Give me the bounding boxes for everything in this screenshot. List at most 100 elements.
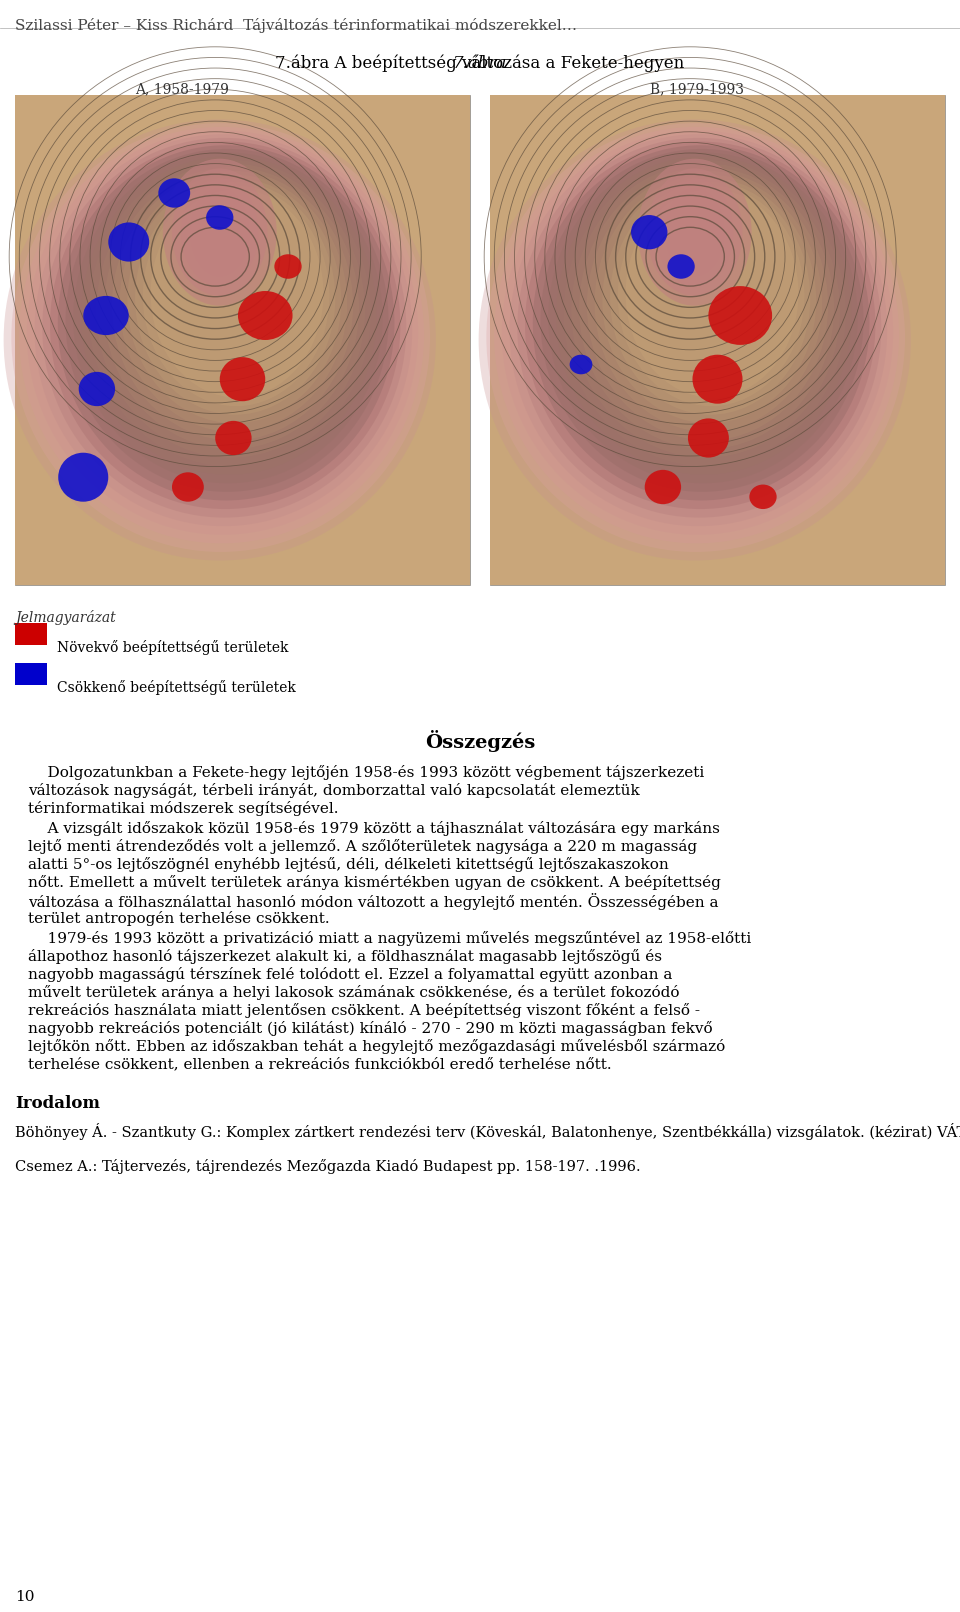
Ellipse shape <box>564 160 846 466</box>
Ellipse shape <box>172 169 268 297</box>
Ellipse shape <box>35 134 412 526</box>
Ellipse shape <box>517 139 881 517</box>
Text: állapothoz hasonló tájszerkezet alakult ki, a földhasználat magasabb lejtőszögű : állapothoz hasonló tájszerkezet alakult … <box>28 949 662 964</box>
Ellipse shape <box>631 214 667 250</box>
Ellipse shape <box>27 131 419 535</box>
Text: Szilassi Péter – Kiss Richárd  Tájváltozás térinformatikai módszerekkel…: Szilassi Péter – Kiss Richárd Tájváltozá… <box>15 18 577 32</box>
Text: alatti 5°-os lejtőszögnél enyhébb lejtésű, déli, délkeleti kitettségű lejtőszaka: alatti 5°-os lejtőszögnél enyhébb lejtés… <box>28 858 669 872</box>
Ellipse shape <box>569 355 592 374</box>
Ellipse shape <box>647 169 742 297</box>
Ellipse shape <box>611 182 810 414</box>
Text: 7.ábra: 7.ábra <box>453 55 507 73</box>
Ellipse shape <box>688 419 729 458</box>
Ellipse shape <box>128 179 341 424</box>
Text: rekreációs használata miatt jelentősen csökkent. A beépítettség viszont főként a: rekreációs használata miatt jelentősen c… <box>28 1003 700 1019</box>
Ellipse shape <box>618 185 804 406</box>
Ellipse shape <box>665 189 725 276</box>
Text: változások nagyságát, térbeli irányát, domborzattal való kapcsolatát elemeztük: változások nagyságát, térbeli irányát, d… <box>28 783 639 798</box>
FancyBboxPatch shape <box>15 95 470 585</box>
Ellipse shape <box>533 145 870 500</box>
Ellipse shape <box>181 179 258 285</box>
Ellipse shape <box>4 119 436 561</box>
Ellipse shape <box>163 158 276 306</box>
Text: 1979-és 1993 között a privatizáció miatt a nagyüzemi művelés megszűntével az 195: 1979-és 1993 között a privatizáció miatt… <box>28 932 752 946</box>
Ellipse shape <box>12 123 430 551</box>
Ellipse shape <box>656 179 733 285</box>
Text: Csökkenő beépítettségű területek: Csökkenő beépítettségű területek <box>57 680 296 695</box>
Ellipse shape <box>65 148 389 492</box>
Ellipse shape <box>135 182 335 414</box>
Ellipse shape <box>238 292 293 340</box>
Ellipse shape <box>525 142 876 509</box>
Ellipse shape <box>190 189 250 276</box>
Ellipse shape <box>579 168 834 450</box>
Text: lejtő menti átrendeződés volt a jellemző. A szőlőterületek nagysága a 220 m maga: lejtő menti átrendeződés volt a jellemző… <box>28 838 697 854</box>
Ellipse shape <box>708 285 772 345</box>
Ellipse shape <box>79 372 115 406</box>
Text: Csemez A.: Tájtervezés, tájrendezés Mezőgazda Kiadó Budapest pp. 158-197. .1996.: Csemez A.: Tájtervezés, tájrendezés Mező… <box>15 1159 640 1174</box>
Ellipse shape <box>594 174 822 432</box>
Ellipse shape <box>479 119 911 561</box>
Text: lejtőkön nőtt. Ebben az időszakban tehát a hegylejtő mezőgazdasági művelésből sz: lejtőkön nőtt. Ebben az időszakban tehát… <box>28 1040 725 1054</box>
Ellipse shape <box>172 472 204 501</box>
Text: A vizsgált időszakok közül 1958-és 1979 között a tájhasználat változására egy ma: A vizsgált időszakok közül 1958-és 1979 … <box>28 821 720 837</box>
Text: 7.ábra A beépítettség változása a Fekete-hegyen: 7.ábra A beépítettség változása a Fekete… <box>276 55 684 73</box>
Text: terhelése csökkent, ellenben a rekreációs funkciókból eredő terhelése nőtt.: terhelése csökkent, ellenben a rekreáció… <box>28 1057 612 1070</box>
Text: Összegzés: Összegzés <box>425 730 535 753</box>
Ellipse shape <box>637 158 752 306</box>
Text: Növekvő beépítettségű területek: Növekvő beépítettségű területek <box>57 640 289 654</box>
Ellipse shape <box>510 134 887 526</box>
Ellipse shape <box>120 174 348 432</box>
Ellipse shape <box>50 142 400 509</box>
Ellipse shape <box>540 148 864 492</box>
Text: változása a fölhasználattal hasonló módon változott a hegylejtő mentén. Összessé: változása a fölhasználattal hasonló módo… <box>28 893 718 911</box>
Ellipse shape <box>151 189 324 398</box>
Ellipse shape <box>502 131 893 535</box>
Text: művelt területek aránya a helyi lakosok számának csökkenése, és a terület fokozó: művelt területek aránya a helyi lakosok … <box>28 985 680 999</box>
Text: Irodalom: Irodalom <box>15 1095 100 1112</box>
Ellipse shape <box>105 168 359 450</box>
Text: térinformatikai módszerek segítségével.: térinformatikai módszerek segítségével. <box>28 801 339 816</box>
Text: nagyobb magasságú térszínek felé tolódott el. Ezzel a folyamattal együtt azonban: nagyobb magasságú térszínek felé tolódot… <box>28 967 672 982</box>
Ellipse shape <box>81 156 376 476</box>
Ellipse shape <box>645 469 681 505</box>
Text: nőtt. Emellett a művelt területek aránya kismértékben ugyan de csökkent. A beépí: nőtt. Emellett a művelt területek aránya… <box>28 875 721 890</box>
Ellipse shape <box>108 222 149 261</box>
Text: 10: 10 <box>15 1589 35 1604</box>
Ellipse shape <box>84 297 129 335</box>
Polygon shape <box>15 95 470 585</box>
Ellipse shape <box>602 179 816 424</box>
Ellipse shape <box>556 156 852 476</box>
Ellipse shape <box>73 153 383 484</box>
Text: Böhönyey Á. - Szantkuty G.: Komplex zártkert rendezési terv (Köveskál, Balatonhe: Böhönyey Á. - Szantkuty G.: Komplex zárt… <box>15 1124 960 1140</box>
Ellipse shape <box>587 171 828 440</box>
Ellipse shape <box>571 163 840 458</box>
FancyBboxPatch shape <box>490 95 945 585</box>
Text: A, 1958-1979: A, 1958-1979 <box>135 82 228 97</box>
Bar <box>15 663 47 685</box>
Text: terület antropogén terhelése csökkent.: terület antropogén terhelése csökkent. <box>28 911 329 925</box>
Ellipse shape <box>487 123 905 551</box>
Ellipse shape <box>275 255 301 279</box>
Text: Dolgozatunkban a Fekete-hegy lejtőjén 1958-és 1993 között végbement tájszerkezet: Dolgozatunkban a Fekete-hegy lejtőjén 19… <box>28 766 705 780</box>
Ellipse shape <box>206 205 233 231</box>
Bar <box>15 622 47 645</box>
Ellipse shape <box>143 185 329 406</box>
Ellipse shape <box>42 139 406 517</box>
Ellipse shape <box>548 153 857 484</box>
Text: Jelmagyarázat: Jelmagyarázat <box>15 609 116 625</box>
Text: B, 1979-1993: B, 1979-1993 <box>650 82 744 97</box>
Ellipse shape <box>88 160 371 466</box>
Ellipse shape <box>667 255 695 279</box>
Ellipse shape <box>58 145 395 500</box>
Ellipse shape <box>158 179 190 208</box>
Ellipse shape <box>96 163 365 458</box>
Ellipse shape <box>215 421 252 455</box>
Ellipse shape <box>494 127 900 543</box>
Text: nagyobb rekreációs potenciált (jó kilátást) kínáló - 270 - 290 m közti magasságb: nagyobb rekreációs potenciált (jó kilátá… <box>28 1020 712 1037</box>
Ellipse shape <box>220 358 265 401</box>
Ellipse shape <box>59 453 108 501</box>
Polygon shape <box>490 95 945 585</box>
Ellipse shape <box>626 189 799 398</box>
Ellipse shape <box>19 127 424 543</box>
